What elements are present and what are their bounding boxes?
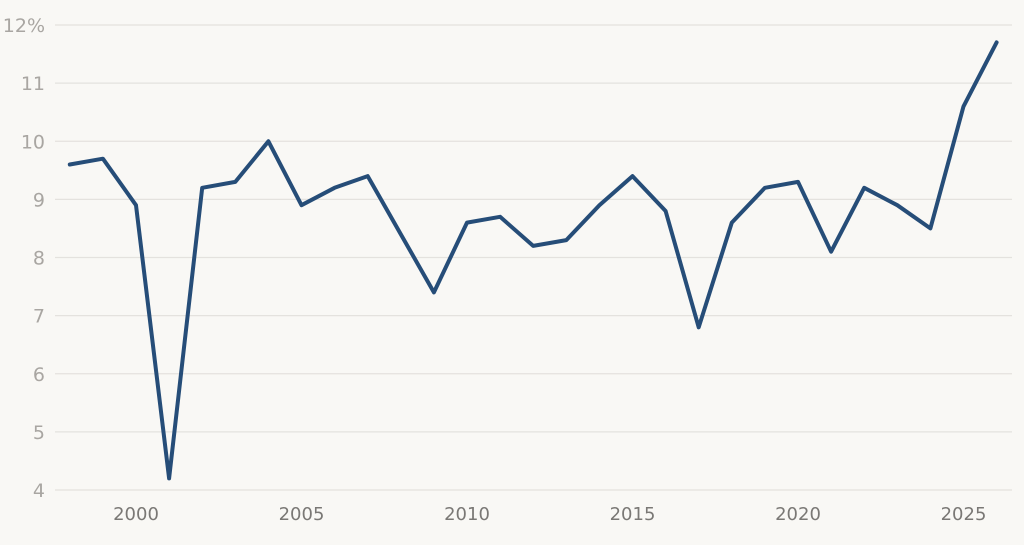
gridlines — [55, 24, 1012, 491]
y-tick-label: 10 — [21, 131, 45, 153]
y-tick-label: 7 — [33, 306, 45, 328]
y-tick-label: 11 — [21, 73, 45, 95]
x-tick-label: 2020 — [775, 504, 821, 525]
x-tick-label: 2015 — [610, 504, 656, 525]
y-tick-label: 5 — [33, 422, 45, 444]
x-tick-label: 2010 — [444, 504, 490, 525]
y-axis-labels: 4 5 6 7 8 9 10 11 12% — [3, 15, 45, 502]
y-tick-label: 8 — [33, 248, 45, 270]
x-axis-labels: 2000 2005 2010 2015 2020 2025 — [113, 504, 986, 525]
x-tick-label: 2005 — [279, 504, 325, 525]
y-tick-label: 4 — [33, 480, 45, 502]
x-tick-label: 2025 — [941, 504, 987, 525]
data-line — [67, 40, 999, 481]
y-tick-label: 6 — [33, 364, 45, 386]
x-tick-label: 2000 — [113, 504, 159, 525]
y-tick-label: 12% — [3, 15, 45, 37]
y-tick-label: 9 — [33, 189, 45, 211]
series-layer — [67, 40, 999, 481]
